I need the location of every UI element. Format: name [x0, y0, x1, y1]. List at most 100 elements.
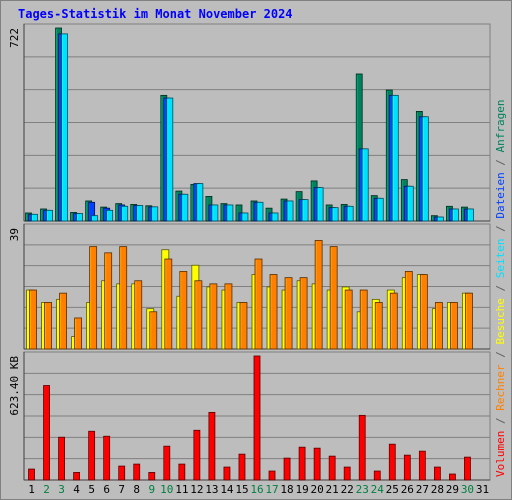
bar-rechner-day-19: [299, 277, 308, 350]
bar-volumen-day-18: [283, 457, 291, 481]
x-tick-label-day-17: 17: [265, 483, 278, 496]
bar-rechner-day-6: [104, 252, 113, 350]
bar-rechner-day-8: [134, 280, 143, 350]
bar-rechner-day-13: [209, 283, 218, 350]
bar-seiten-day-29: [452, 208, 459, 222]
bar-seiten-day-25: [391, 94, 399, 222]
x-tick-label-day-11: 11: [175, 483, 188, 496]
bar-seiten-day-10: [166, 97, 174, 222]
bar-seiten-day-18: [286, 200, 294, 222]
x-tick-label-day-10: 10: [160, 483, 173, 496]
x-tick-label-day-29: 29: [446, 483, 459, 496]
bar-volumen-day-19: [298, 446, 306, 481]
x-tick-label-day-16: 16: [250, 483, 263, 496]
x-tick-label-day-19: 19: [295, 483, 308, 496]
bar-rechner-day-11: [179, 271, 188, 350]
bar-rechner-day-2: [44, 302, 52, 350]
x-tick-label-day-22: 22: [341, 483, 354, 496]
bar-volumen-day-30: [464, 456, 471, 481]
bar-seiten-day-9: [151, 206, 159, 222]
x-tick-label-day-1: 1: [28, 483, 35, 496]
legend-entry-volumen: Volumen: [494, 431, 507, 477]
bar-rechner-day-7: [119, 246, 128, 350]
y-scale-label-visits: 39: [8, 228, 21, 241]
x-tick-label-day-15: 15: [235, 483, 248, 496]
bar-seiten-day-5: [91, 215, 99, 222]
bar-rechner-day-20: [314, 240, 323, 350]
x-tick-label-day-28: 28: [431, 483, 444, 496]
bar-seiten-day-4: [76, 213, 84, 222]
bar-seiten-day-23: [361, 148, 369, 222]
bar-rechner-day-10: [164, 258, 173, 350]
bar-rechner-day-14: [224, 283, 233, 350]
legend-separator: /: [494, 278, 507, 298]
series-legend: Volumen / Rechner / Besuche / Seiten / D…: [494, 99, 507, 477]
bar-volumen-day-17: [268, 470, 276, 481]
bar-rechner-day-3: [59, 292, 67, 350]
x-tick-label-day-3: 3: [58, 483, 65, 496]
x-tick-label-day-31: 31: [476, 483, 489, 496]
bar-rechner-day-1: [29, 289, 37, 350]
bar-volumen-day-7: [118, 465, 126, 481]
x-tick-label-day-30: 30: [461, 483, 474, 496]
x-tick-label-day-13: 13: [205, 483, 218, 496]
bar-volumen-day-24: [373, 470, 381, 481]
bar-volumen-day-21: [328, 455, 336, 481]
x-tick-label-day-5: 5: [88, 483, 95, 496]
bar-seiten-day-8: [136, 205, 144, 222]
bar-volumen-day-23: [358, 414, 366, 481]
bar-rechner-day-21: [329, 246, 338, 350]
legend-entry-besuche: Besuche: [494, 298, 507, 344]
x-tick-label-day-6: 6: [103, 483, 110, 496]
bar-volumen-day-22: [343, 466, 351, 481]
bar-rechner-day-16: [254, 258, 263, 350]
bar-rechner-day-30: [465, 292, 473, 350]
x-tick-label-day-2: 2: [43, 483, 50, 496]
bar-rechner-day-4: [74, 317, 83, 350]
bar-rechner-day-29: [450, 302, 458, 350]
bar-rechner-day-23: [359, 289, 368, 350]
legend-entry-rechner: Rechner: [494, 364, 507, 411]
x-tick-label-day-7: 7: [118, 483, 125, 496]
bar-seiten-day-1: [31, 213, 38, 222]
x-tick-label-day-21: 21: [326, 483, 339, 496]
legend-separator: /: [494, 411, 507, 431]
bar-volumen-day-1: [28, 468, 35, 481]
bar-seiten-day-2: [46, 209, 53, 222]
chart-title: Tages-Statistik im Monat November 2024: [18, 7, 293, 21]
legend-separator: /: [494, 345, 507, 365]
bar-seiten-day-6: [106, 209, 114, 222]
bar-seiten-day-3: [61, 33, 68, 222]
bar-volumen-day-3: [58, 436, 65, 481]
bar-rechner-day-12: [194, 280, 203, 350]
bar-seiten-day-30: [467, 208, 474, 222]
legend-entry-dateien: Dateien: [494, 172, 507, 218]
x-tick-label-day-8: 8: [133, 483, 140, 496]
bar-volumen-day-27: [418, 450, 426, 481]
bar-seiten-day-22: [346, 205, 354, 222]
legend-entry-seiten: Seiten: [494, 239, 507, 279]
bar-volumen-day-2: [43, 385, 50, 481]
bar-rechner-day-9: [149, 311, 158, 350]
bar-rechner-day-15: [239, 302, 248, 350]
y-scale-label-requests: 722: [8, 28, 21, 48]
bar-volumen-day-28: [433, 466, 441, 481]
bar-volumen-day-26: [403, 454, 411, 481]
bar-seiten-day-11: [181, 193, 189, 222]
x-tick-label-day-26: 26: [401, 483, 414, 496]
bar-volumen-day-11: [178, 463, 186, 481]
bar-rechner-day-22: [344, 289, 353, 350]
x-tick-label-day-18: 18: [280, 483, 293, 496]
bar-seiten-day-15: [241, 212, 249, 222]
bar-rechner-day-24: [374, 302, 383, 350]
bar-seiten-day-17: [271, 212, 279, 222]
x-tick-label-day-27: 27: [416, 483, 429, 496]
bar-rechner-day-26: [404, 271, 413, 350]
bar-volumen-day-14: [223, 466, 231, 481]
bar-volumen-day-4: [73, 472, 81, 481]
bar-volumen-day-8: [133, 463, 141, 481]
bar-volumen-day-9: [148, 472, 156, 481]
bar-rechner-day-5: [89, 246, 98, 350]
bar-seiten-day-12: [196, 183, 204, 222]
